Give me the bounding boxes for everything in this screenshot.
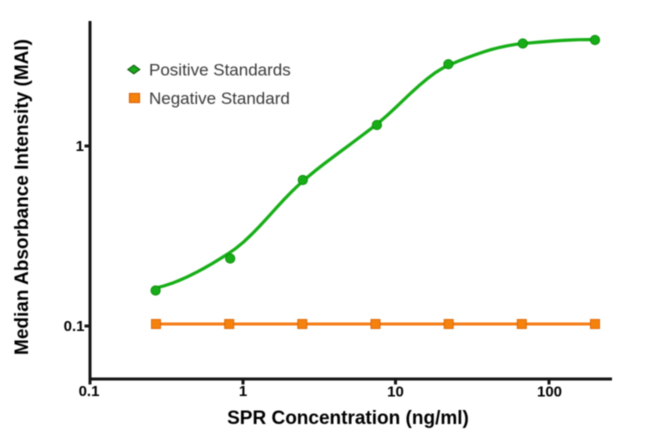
svg-text:Positive Standards: Positive Standards	[149, 61, 291, 80]
svg-text:Negative Standard: Negative Standard	[149, 89, 290, 108]
svg-text:10: 10	[387, 384, 404, 401]
svg-text:1: 1	[76, 138, 84, 155]
svg-text:100: 100	[537, 384, 562, 401]
svg-text:0.1: 0.1	[64, 318, 85, 335]
svg-text:0.1: 0.1	[79, 383, 100, 400]
svg-text:1: 1	[239, 383, 247, 400]
svg-text:Median Absorbance Intensity (M: Median Absorbance Intensity (MAI)	[12, 39, 33, 355]
svg-text:SPR Concentration (ng/ml): SPR Concentration (ng/ml)	[227, 408, 469, 429]
